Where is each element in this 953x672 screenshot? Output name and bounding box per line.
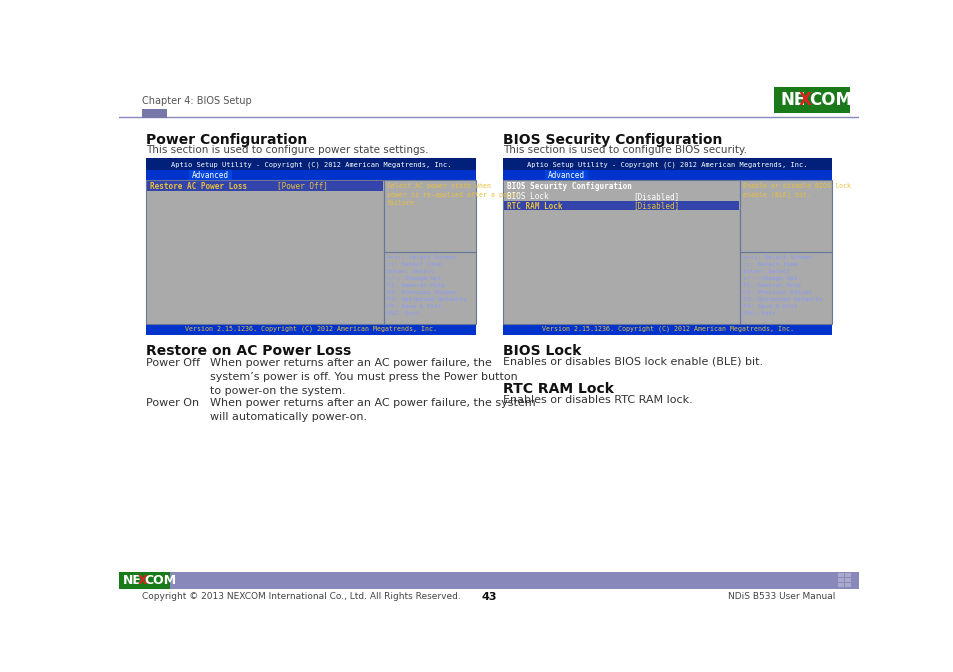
Text: Enables or disables BIOS lock enable (BLE) bit.: Enables or disables BIOS lock enable (BL… [502, 356, 762, 366]
Text: +/-: Change Opt.: +/-: Change Opt. [742, 276, 801, 281]
Bar [838, 573, 843, 577]
Bar [503, 201, 739, 210]
Bar [146, 158, 476, 170]
Text: RTC RAM Lock: RTC RAM Lock [502, 382, 613, 396]
Text: When power returns after an AC power failure, the
system’s power is off. You mus: When power returns after an AC power fai… [210, 358, 517, 396]
Text: →←↑↓: Select Screen: →←↑↓: Select Screen [742, 255, 811, 261]
Text: BIOS Lock: BIOS Lock [502, 344, 580, 358]
Text: F1: General Help: F1: General Help [742, 283, 801, 288]
Text: BIOS Security Configuration: BIOS Security Configuration [506, 182, 631, 192]
Bar [502, 180, 831, 324]
Bar [502, 158, 831, 170]
Text: Chapter 4: BIOS Setup: Chapter 4: BIOS Setup [142, 96, 252, 106]
Text: BIOS Security Configuration: BIOS Security Configuration [502, 133, 721, 147]
Text: +/-: Change Opt.: +/-: Change Opt. [386, 276, 444, 281]
Bar [502, 324, 831, 335]
Text: Enter: Select: Enter: Select [386, 269, 434, 274]
Text: F4: Save & Exit: F4: Save & Exit [386, 304, 440, 309]
Text: This section is used to configure BIOS security.: This section is used to configure BIOS s… [502, 144, 746, 155]
Text: Aptio Setup Utility - Copyright (C) 2012 American Megatrends, Inc.: Aptio Setup Utility - Copyright (C) 2012… [527, 161, 807, 168]
Text: Enable or disable BIOS lock
enable (BLE) bit.: Enable or disable BIOS lock enable (BLE)… [742, 183, 850, 198]
Text: Aptio Setup Utility - Copyright (C) 2012 American Megatrends, Inc.: Aptio Setup Utility - Copyright (C) 2012… [171, 161, 451, 168]
Bar [146, 324, 476, 335]
Text: COM: COM [145, 574, 176, 587]
Text: RTC RAM Lock: RTC RAM Lock [506, 202, 561, 210]
Bar [773, 87, 849, 113]
Text: F3: Optimized Defaults: F3: Optimized Defaults [742, 297, 822, 302]
Text: F3: Optimized Defaults: F3: Optimized Defaults [386, 297, 466, 302]
Bar [147, 181, 382, 191]
Text: Advanced: Advanced [547, 171, 584, 181]
Text: Version 2.15.1236. Copyright (C) 2012 American Megatrends, Inc.: Version 2.15.1236. Copyright (C) 2012 Am… [185, 325, 436, 332]
Text: Select AC power state when
power is re-applied after a power
failure.: Select AC power state when power is re-a… [386, 183, 518, 206]
Text: F2: Previous Values: F2: Previous Values [742, 290, 811, 295]
Text: Advanced: Advanced [192, 171, 228, 181]
Text: NE: NE [123, 574, 142, 587]
Text: This section is used to configure power state settings.: This section is used to configure power … [146, 144, 429, 155]
Bar [119, 572, 858, 589]
Text: COM: COM [808, 91, 851, 109]
Text: BIOS Lock: BIOS Lock [506, 192, 548, 202]
Text: 43: 43 [480, 592, 497, 602]
Text: Restore AC Power Loss: Restore AC Power Loss [150, 181, 247, 190]
Bar [740, 180, 831, 251]
Bar [838, 583, 843, 587]
Text: [Disabled]: [Disabled] [633, 192, 679, 202]
Text: F1: General Help: F1: General Help [386, 283, 444, 288]
Bar [142, 109, 167, 118]
Text: Power Off: Power Off [146, 358, 200, 368]
Bar [502, 170, 831, 180]
Text: Power Configuration: Power Configuration [146, 133, 307, 147]
Bar [146, 180, 476, 324]
Text: ↑↓: Select Item: ↑↓: Select Item [386, 262, 440, 267]
Bar [740, 251, 831, 324]
Text: [Power Off]: [Power Off] [276, 181, 327, 190]
Text: NDiS B533 User Manual: NDiS B533 User Manual [727, 592, 835, 601]
Text: Power On: Power On [146, 398, 199, 408]
Bar [189, 170, 232, 180]
Text: [Disabled]: [Disabled] [633, 202, 679, 210]
Bar [838, 578, 843, 582]
Bar [545, 170, 587, 180]
Text: Enables or disables RTC RAM lock.: Enables or disables RTC RAM lock. [502, 395, 692, 405]
Text: ESC: Exit: ESC: Exit [742, 311, 775, 316]
Text: →←↑↓: Select Screen: →←↑↓: Select Screen [386, 255, 455, 261]
Text: X: X [798, 91, 811, 109]
Text: Enter: Select: Enter: Select [742, 269, 789, 274]
Bar [119, 572, 170, 589]
Bar [502, 180, 740, 324]
Text: When power returns after an AC power failure, the system
will automatically powe: When power returns after an AC power fai… [210, 398, 535, 422]
Text: Copyright © 2013 NEXCOM International Co., Ltd. All Rights Reserved.: Copyright © 2013 NEXCOM International Co… [142, 592, 460, 601]
Text: F4: Save & Exit: F4: Save & Exit [742, 304, 797, 309]
Text: ↑↓: Select Item: ↑↓: Select Item [742, 262, 797, 267]
Bar [146, 180, 383, 324]
Text: Version 2.15.1236. Copyright (C) 2012 American Megatrends, Inc.: Version 2.15.1236. Copyright (C) 2012 Am… [541, 325, 793, 332]
Text: NE: NE [780, 91, 804, 109]
Bar [146, 170, 476, 180]
Bar [844, 573, 850, 577]
Text: Restore on AC Power Loss: Restore on AC Power Loss [146, 344, 352, 358]
Bar [383, 180, 476, 251]
Text: X: X [137, 574, 148, 587]
Text: F2: Previous Values: F2: Previous Values [386, 290, 455, 295]
Text: ESC: Exit: ESC: Exit [386, 311, 418, 316]
Bar [383, 251, 476, 324]
Bar [844, 578, 850, 582]
Bar [844, 583, 850, 587]
